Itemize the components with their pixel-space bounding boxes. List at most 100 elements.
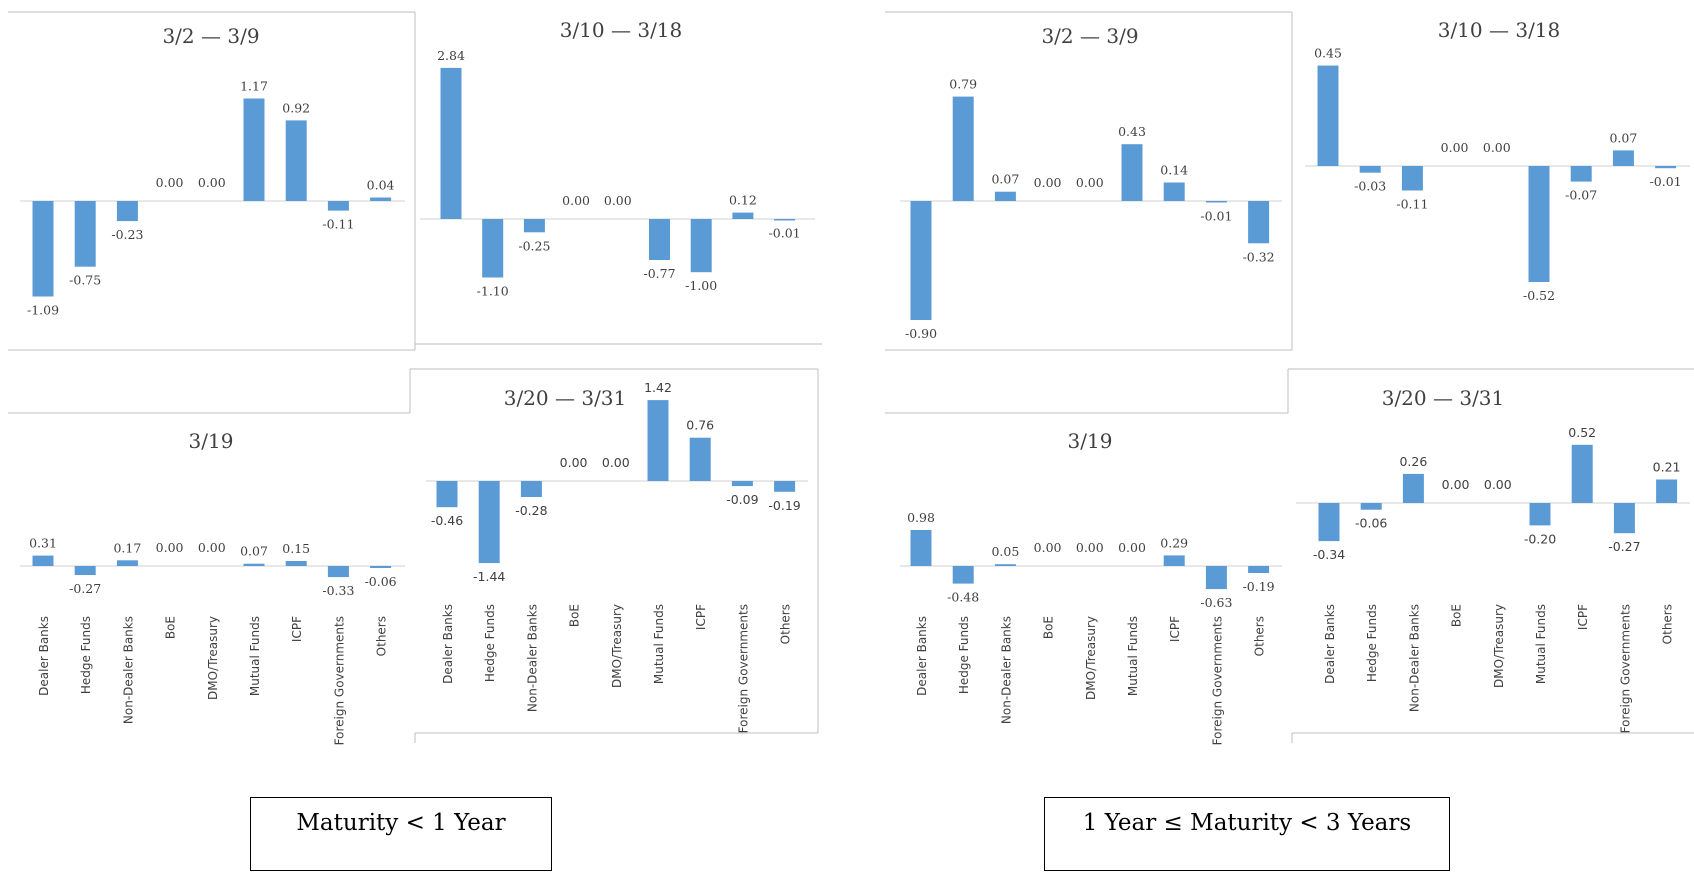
- data-label: -0.03: [1354, 179, 1386, 194]
- bar: [243, 563, 265, 566]
- category-label: Non-Dealer Banks: [121, 616, 135, 724]
- data-label: -0.11: [322, 217, 354, 232]
- bar: [1163, 182, 1185, 201]
- category-label: Others: [1661, 604, 1675, 644]
- bar: [370, 566, 392, 568]
- data-label: 0.00: [1076, 540, 1104, 555]
- bar: [74, 201, 96, 267]
- category-label: ICPF: [1168, 616, 1182, 642]
- data-label: 0.07: [991, 172, 1019, 187]
- bar: [327, 201, 349, 211]
- data-label: 0.00: [1441, 140, 1469, 155]
- data-label: 0.00: [1034, 175, 1062, 190]
- bar: [1529, 503, 1551, 526]
- category-label: ICPF: [290, 616, 304, 642]
- data-label: 0.00: [602, 455, 630, 470]
- data-label: 0.00: [1076, 175, 1104, 190]
- category-label: Dealer Banks: [915, 616, 929, 696]
- data-label: 0.76: [686, 418, 714, 433]
- data-label: 0.05: [991, 544, 1019, 559]
- category-label: Hedge Funds: [1365, 604, 1379, 682]
- bar: [952, 566, 974, 584]
- bar: [1205, 566, 1227, 590]
- data-label: -0.19: [1243, 579, 1275, 594]
- bar: [1317, 65, 1339, 166]
- bar: [285, 120, 307, 201]
- data-label: 0.00: [560, 455, 588, 470]
- bar-chart-7: 3/19 0.98 Dealer Banks -0.48 Hedge Funds 0.05…: [900, 429, 1282, 745]
- bar: [994, 564, 1016, 566]
- bar: [649, 219, 670, 260]
- data-label: 0.92: [282, 100, 310, 115]
- bar: [910, 201, 932, 320]
- data-label: -0.07: [1565, 188, 1597, 203]
- data-label: 0.52: [1568, 425, 1596, 440]
- bar: [774, 481, 796, 492]
- data-label: -1.09: [27, 303, 59, 318]
- category-label: Foreign Governments: [332, 616, 346, 745]
- bar: [440, 67, 462, 220]
- bar-chart-6: 3/10 — 3/18 0.45 -0.03 -0.11 0.00 0.00 -0.52 -0…: [1305, 18, 1690, 303]
- category-label: BoE: [164, 616, 178, 639]
- data-label: -0.52: [1523, 288, 1555, 303]
- bar: [32, 201, 54, 297]
- bar: [74, 566, 96, 575]
- caption-right: 1 Year ≤ Maturity < 3 Years: [1082, 810, 1412, 836]
- data-label: -0.01: [769, 226, 801, 241]
- bar-chart-5: 3/2 — 3/9 -0.90 0.79 0.07 0.00 0.00 0.43 0.14 -0…: [900, 24, 1282, 341]
- category-label: Others: [1253, 616, 1267, 656]
- bar-chart-4: 3/20 — 3/31 -0.46 Dealer Banks -1.44 Hedge F…: [426, 380, 808, 733]
- bar: [1359, 166, 1381, 173]
- data-label: -0.27: [69, 581, 101, 596]
- data-label: -0.48: [947, 590, 979, 605]
- data-label: -0.09: [726, 492, 758, 507]
- chart-title: 3/2 — 3/9: [162, 24, 259, 48]
- data-label: -1.00: [685, 278, 717, 293]
- category-label: Dealer Banks: [37, 616, 51, 696]
- bar: [116, 201, 138, 222]
- bar: [243, 98, 265, 201]
- data-label: 0.00: [1118, 540, 1146, 555]
- category-label: BoE: [1450, 604, 1464, 627]
- bar: [523, 219, 545, 233]
- bar-chart-2: 3/10 — 3/18 2.84 -1.10 -0.25 0.00 0.00 -0.77 -1…: [420, 18, 815, 299]
- category-label: Hedge Funds: [957, 616, 971, 694]
- data-label: 0.15: [282, 541, 310, 556]
- data-label: 0.07: [240, 544, 268, 559]
- data-label: -0.01: [1650, 174, 1682, 189]
- category-label: DMO/Treasury: [610, 604, 624, 688]
- data-label: 0.31: [29, 536, 57, 551]
- data-label: -0.34: [1313, 547, 1345, 562]
- category-label: Dealer Banks: [1323, 604, 1337, 684]
- category-label: Mutual Funds: [652, 604, 666, 684]
- data-label: -0.06: [1355, 516, 1387, 531]
- bar-chart-8: 3/20 — 3/31 -0.34 Dealer Banks -0.06 Hedge F…: [1296, 386, 1690, 733]
- bar: [1318, 503, 1340, 542]
- data-label: 0.00: [604, 193, 632, 208]
- bar: [327, 566, 349, 578]
- bar: [436, 481, 458, 508]
- category-label: Hedge Funds: [79, 616, 93, 694]
- data-label: -0.33: [322, 583, 354, 598]
- category-label: Others: [375, 616, 389, 656]
- category-label: DMO/Treasury: [206, 616, 220, 700]
- bar: [1248, 201, 1270, 244]
- data-label: -0.28: [515, 503, 547, 518]
- bar: [482, 219, 504, 278]
- data-label: -0.63: [1200, 595, 1232, 610]
- bar: [1528, 166, 1550, 282]
- data-label: -0.06: [365, 574, 397, 589]
- data-label: 0.43: [1118, 124, 1146, 139]
- data-label: 0.00: [562, 193, 590, 208]
- bar: [32, 555, 54, 566]
- chart-title: 3/10 — 3/18: [560, 18, 683, 42]
- category-label: Foreign Governments: [1210, 616, 1224, 745]
- bar: [1612, 150, 1634, 166]
- data-label: -1.44: [473, 569, 505, 584]
- category-label: Mutual Funds: [1126, 616, 1140, 696]
- data-label: -0.77: [643, 266, 675, 281]
- bar: [1656, 479, 1678, 503]
- data-label: -0.20: [1524, 531, 1556, 546]
